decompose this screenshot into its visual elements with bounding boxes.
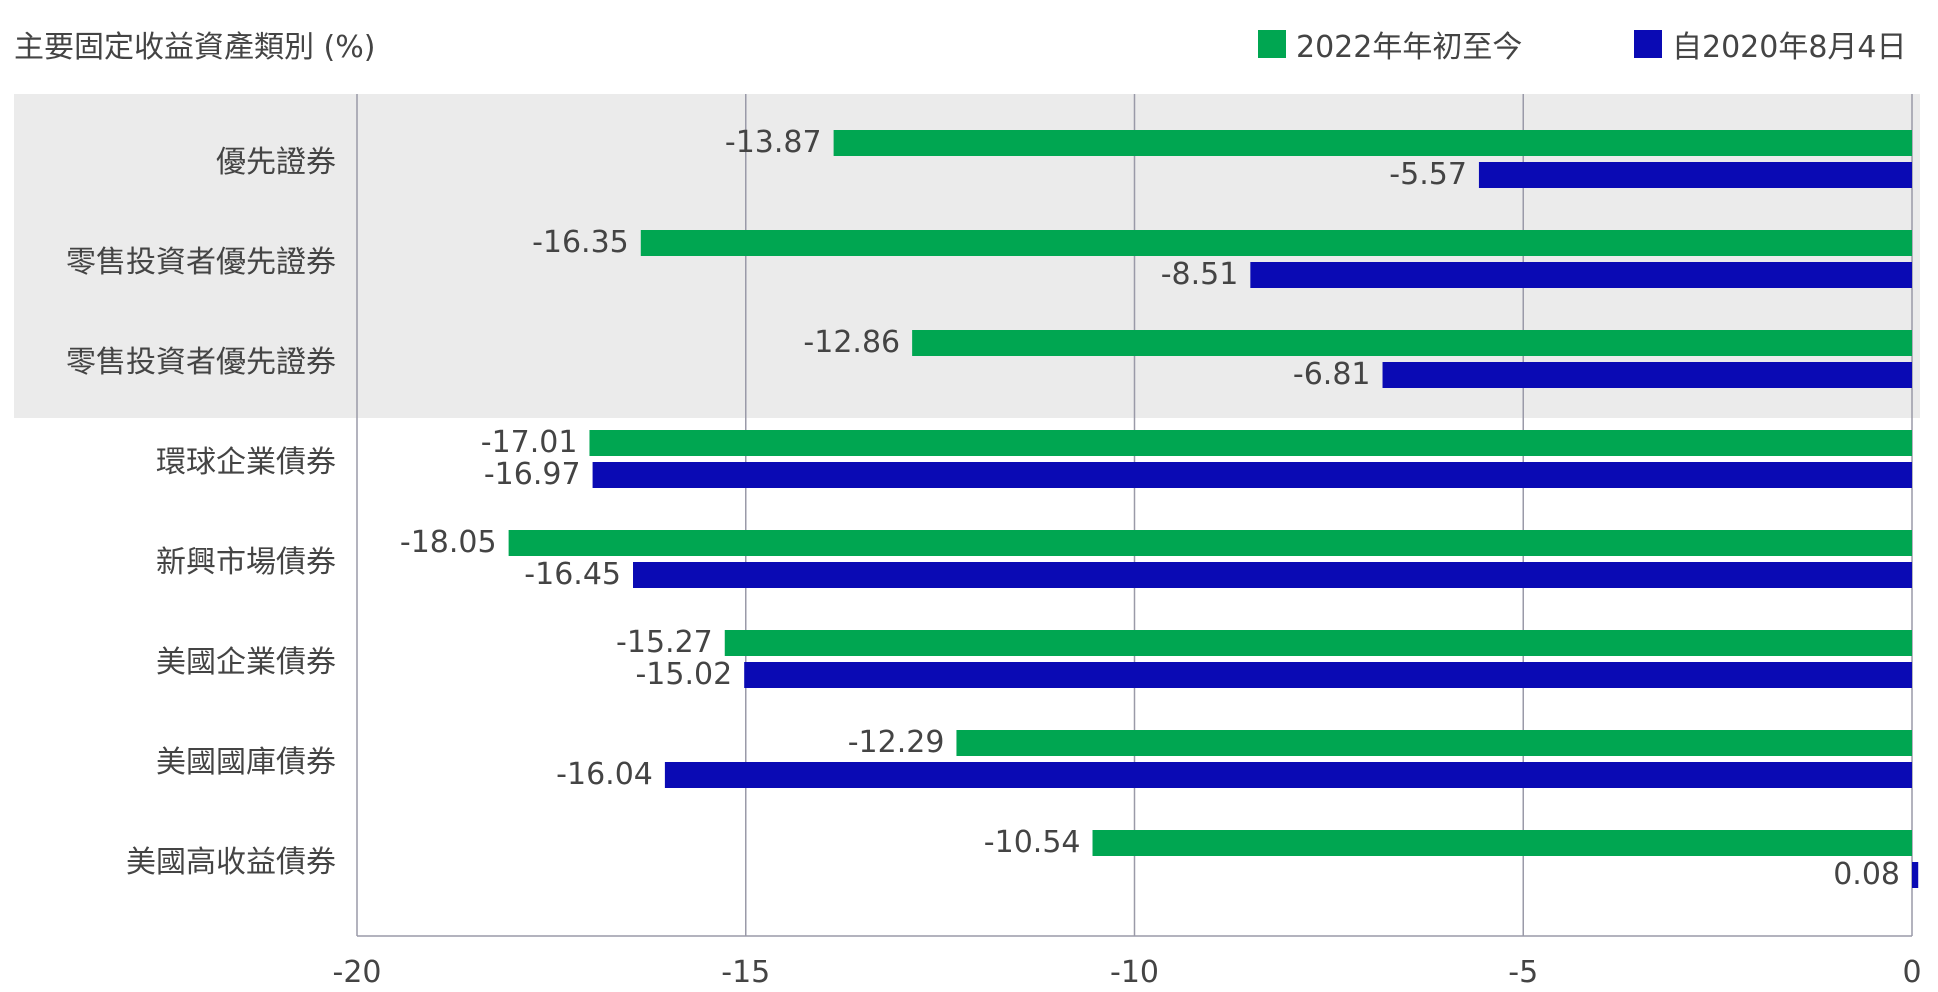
x-tick-label: -5 bbox=[1508, 955, 1538, 990]
bar-ytd bbox=[1092, 830, 1912, 856]
value-label-ytd: -12.29 bbox=[848, 725, 945, 760]
value-label-ytd: -18.05 bbox=[400, 525, 497, 560]
bar-since-2020 bbox=[1478, 162, 1912, 188]
bar-since-2020 bbox=[592, 462, 1912, 488]
x-tick-label: -20 bbox=[333, 955, 382, 990]
value-label-since-2020: -15.02 bbox=[635, 657, 732, 692]
x-tick-label: -10 bbox=[1110, 955, 1159, 990]
bar-since-2020 bbox=[1912, 862, 1919, 888]
bar-ytd bbox=[724, 630, 1912, 656]
category-label: 優先證券 bbox=[216, 145, 336, 180]
legend-item-since-2020: 自2020年8月4日 bbox=[1634, 22, 1907, 66]
category-label: 新興市場債券 bbox=[156, 545, 336, 580]
value-label-ytd: -16.35 bbox=[532, 225, 629, 260]
value-label-since-2020: -6.81 bbox=[1293, 357, 1371, 392]
bar-since-2020 bbox=[744, 662, 1912, 688]
bar-ytd bbox=[640, 230, 1912, 256]
legend-label-ytd: 2022年年初至今 bbox=[1296, 30, 1523, 65]
bar-since-2020 bbox=[1250, 262, 1912, 288]
legend-swatch-since-2020 bbox=[1634, 30, 1662, 58]
value-label-since-2020: -16.45 bbox=[524, 557, 621, 592]
category-label: 環球企業債券 bbox=[156, 445, 336, 480]
category-label: 美國企業債券 bbox=[156, 645, 336, 680]
x-tick-label: -15 bbox=[721, 955, 770, 990]
x-tick-label: 0 bbox=[1902, 955, 1921, 990]
category-label: 美國高收益債券 bbox=[126, 845, 336, 880]
value-label-since-2020: -16.04 bbox=[556, 757, 653, 792]
value-label-since-2020: -16.97 bbox=[484, 457, 581, 492]
category-label: 美國國庫債券 bbox=[156, 745, 336, 780]
bar-ytd bbox=[589, 430, 1913, 456]
value-label-since-2020: 0.08 bbox=[1833, 857, 1900, 892]
value-label-since-2020: -8.51 bbox=[1161, 257, 1239, 292]
bar-since-2020 bbox=[633, 562, 1913, 588]
bar-ytd bbox=[956, 730, 1912, 756]
legend-label-since-2020: 自2020年8月4日 bbox=[1672, 30, 1907, 65]
legend-item-ytd: 2022年年初至今 bbox=[1258, 22, 1522, 66]
value-label-ytd: -12.86 bbox=[803, 325, 900, 360]
value-label-since-2020: -5.57 bbox=[1389, 157, 1467, 192]
value-label-ytd: -15.27 bbox=[616, 625, 713, 660]
legend-swatch-ytd bbox=[1258, 30, 1286, 58]
bar-ytd bbox=[833, 130, 1913, 156]
category-label: 零售投資者優先證券 bbox=[66, 245, 336, 280]
value-label-ytd: -13.87 bbox=[725, 125, 822, 160]
value-label-ytd: -10.54 bbox=[984, 825, 1081, 860]
category-label: 零售投資者優先證券 bbox=[66, 345, 336, 380]
bar-since-2020 bbox=[1382, 362, 1912, 388]
bar-ytd bbox=[508, 530, 1912, 556]
bar-since-2020 bbox=[664, 762, 1912, 788]
chart-title: 主要固定收益資產類別 (%) bbox=[14, 30, 376, 65]
bar-ytd bbox=[912, 330, 1912, 356]
value-label-ytd: -17.01 bbox=[481, 425, 578, 460]
